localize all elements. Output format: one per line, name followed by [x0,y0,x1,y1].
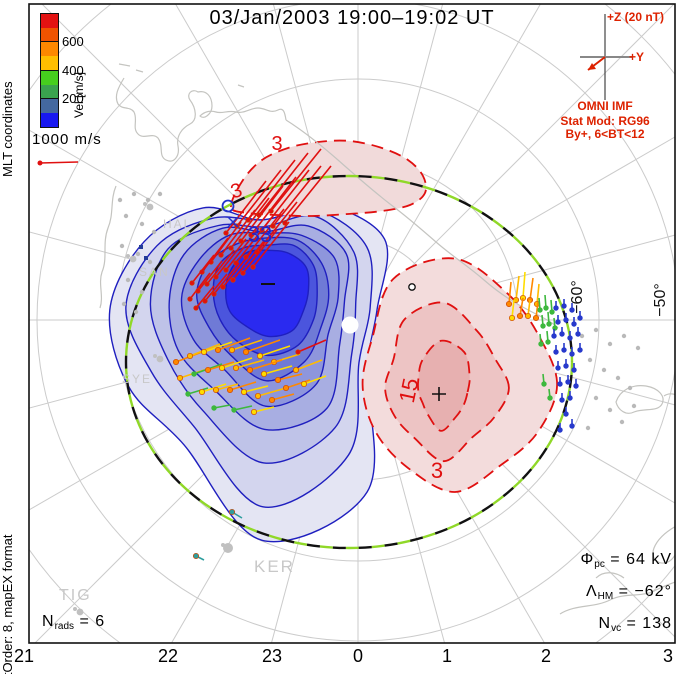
mlt-hour-label: 2 [540,646,551,666]
contour-label: 33 [248,222,272,247]
colorbar-segment [41,42,58,57]
station-label-sye: SYE [122,372,152,386]
imf-z-label: +Z (20 nT) [607,10,665,24]
velocity-colorbar [40,13,59,128]
mlt-hour-label: 22 [157,646,179,666]
mlt-hour-label: 1 [441,646,452,666]
stat-symbol: N [598,615,612,632]
stat-n-rads: Nrads = 6 [42,613,105,632]
hm-boundary-black-dashes [124,174,574,550]
colorbar-tick-label-400: 400 [62,63,84,78]
page-title: 03/Jan/2003 19:00–19:02 UT [209,7,495,29]
mlt-hour-label: 0 [352,646,363,666]
colorbar-tick-label-200: 200 [62,91,84,106]
vector-scale-arrow [39,161,79,164]
radar-station-markers [73,202,233,616]
colorbar-segment [41,28,58,43]
plot-frame [28,3,676,644]
stat-value: = 64 kV [604,551,672,568]
colorbar-segment [41,56,58,71]
mlt-coordinates-label: MLT coordinates [0,81,15,177]
station-label-ker: KER [254,557,295,576]
station-label-tig: TIG [59,587,92,604]
colorbar-axis-label: Vel [m/s] [72,71,86,118]
station-label-san: SAN [139,265,170,279]
stat-subscript: rads [54,621,75,632]
colorbar-tick [40,41,59,42]
latitude-label: −60° [569,280,586,314]
stat-subscript: pc [594,559,605,570]
stat-value: = 6 [74,613,106,630]
pole-marker-dot [341,316,359,334]
stat-lambda-hm: ΛHM = −62° [586,583,672,602]
unused-data-dots [117,191,641,431]
colorbar-tick [40,70,59,71]
stat-subscript: vc [611,623,622,634]
imf-bin-label: By+, 6<BT<12 [565,127,645,141]
mlt-hour-label: 21 [13,646,35,666]
velocity-vectors [172,148,583,561]
imf-source-label: OMNI IMF [577,99,633,113]
contour-label: 3 [228,179,244,203]
imf-dial [580,14,632,100]
colorbar-segment [41,70,58,85]
blue-circle-marker [221,199,235,213]
coastlines [99,63,675,615]
contour-label: 3 [271,133,282,155]
open-circle-marker [408,283,416,291]
colorbar-tick-label-600: 600 [62,34,84,49]
special-markers [139,199,446,401]
stat-symbol: Φ [580,551,595,568]
stat-symbol: N [42,613,55,630]
stat-value: = −62° [613,583,672,600]
imf-model-label: Stat Mod: RG96 [560,114,650,128]
colorbar-segment [41,14,58,29]
latitude-label: −50° [652,283,669,317]
potential-max-marker [432,387,446,401]
positive-potential-cell-contours [230,139,559,493]
colorbar-segment [41,112,58,127]
stat-value: = 138 [621,615,672,632]
stat-subscript: HM [597,591,614,602]
colorbar-tick [40,98,59,99]
colorbar-segment [41,98,58,113]
stat-phi-pc: Φpc = 64 kV [581,551,672,570]
stat-symbol: Λ [585,583,598,600]
stat-n-vc: Nvc = 138 [599,615,673,634]
mlt-hour-label: 23 [261,646,283,666]
contour-label: 3 [431,458,443,483]
station-label-hal: HAL [163,217,192,231]
mlt-hour-label: 3 [662,646,673,666]
imf-y-label: +Y [629,50,645,64]
vector-scale-label: 1000 m/s [32,131,102,148]
contour-label: 15 [394,376,424,405]
colorbar-segment [41,84,58,99]
blue-x-marker [227,216,239,228]
